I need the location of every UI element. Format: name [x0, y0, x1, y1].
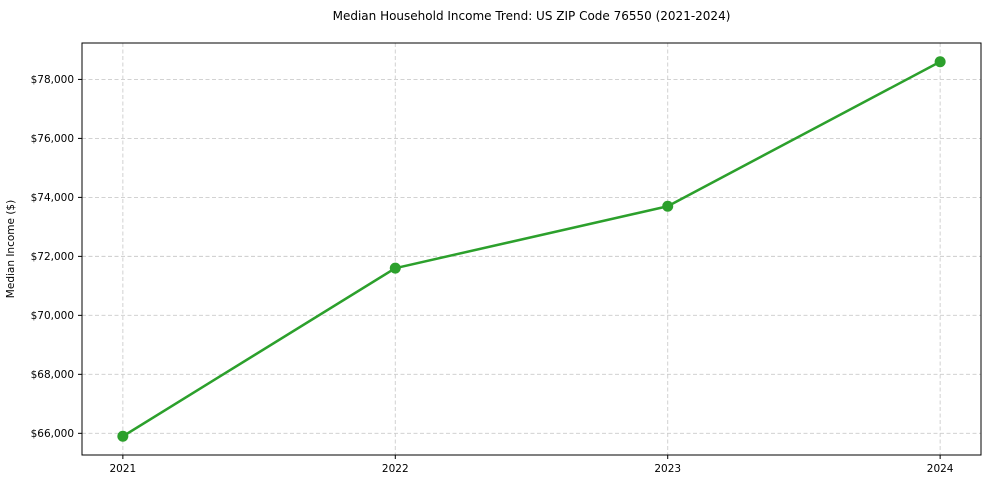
- y-tick-label: $78,000: [31, 74, 74, 86]
- data-point-2024: [934, 56, 946, 68]
- y-tick-label: $68,000: [31, 369, 74, 381]
- data-point-2021: [117, 430, 129, 442]
- y-tick-label: $72,000: [31, 251, 74, 263]
- y-axis-label: Median Income ($): [5, 200, 17, 298]
- x-tick-label: 2022: [382, 463, 409, 475]
- data-point-2022: [389, 262, 401, 274]
- x-tick-label: 2023: [654, 463, 681, 475]
- y-tick-label: $76,000: [31, 133, 74, 145]
- trend-line: [121, 60, 942, 438]
- x-tick-label: 2024: [927, 463, 954, 475]
- axes-spines: [81, 42, 982, 456]
- y-tick-label: $74,000: [31, 192, 74, 204]
- chart-title: Median Household Income Trend: US ZIP Co…: [332, 9, 731, 23]
- y-tick-label: $66,000: [31, 428, 74, 440]
- data-point-2023: [662, 200, 674, 212]
- x-tick-label: 2021: [109, 463, 136, 475]
- y-tick-label: $70,000: [31, 310, 74, 322]
